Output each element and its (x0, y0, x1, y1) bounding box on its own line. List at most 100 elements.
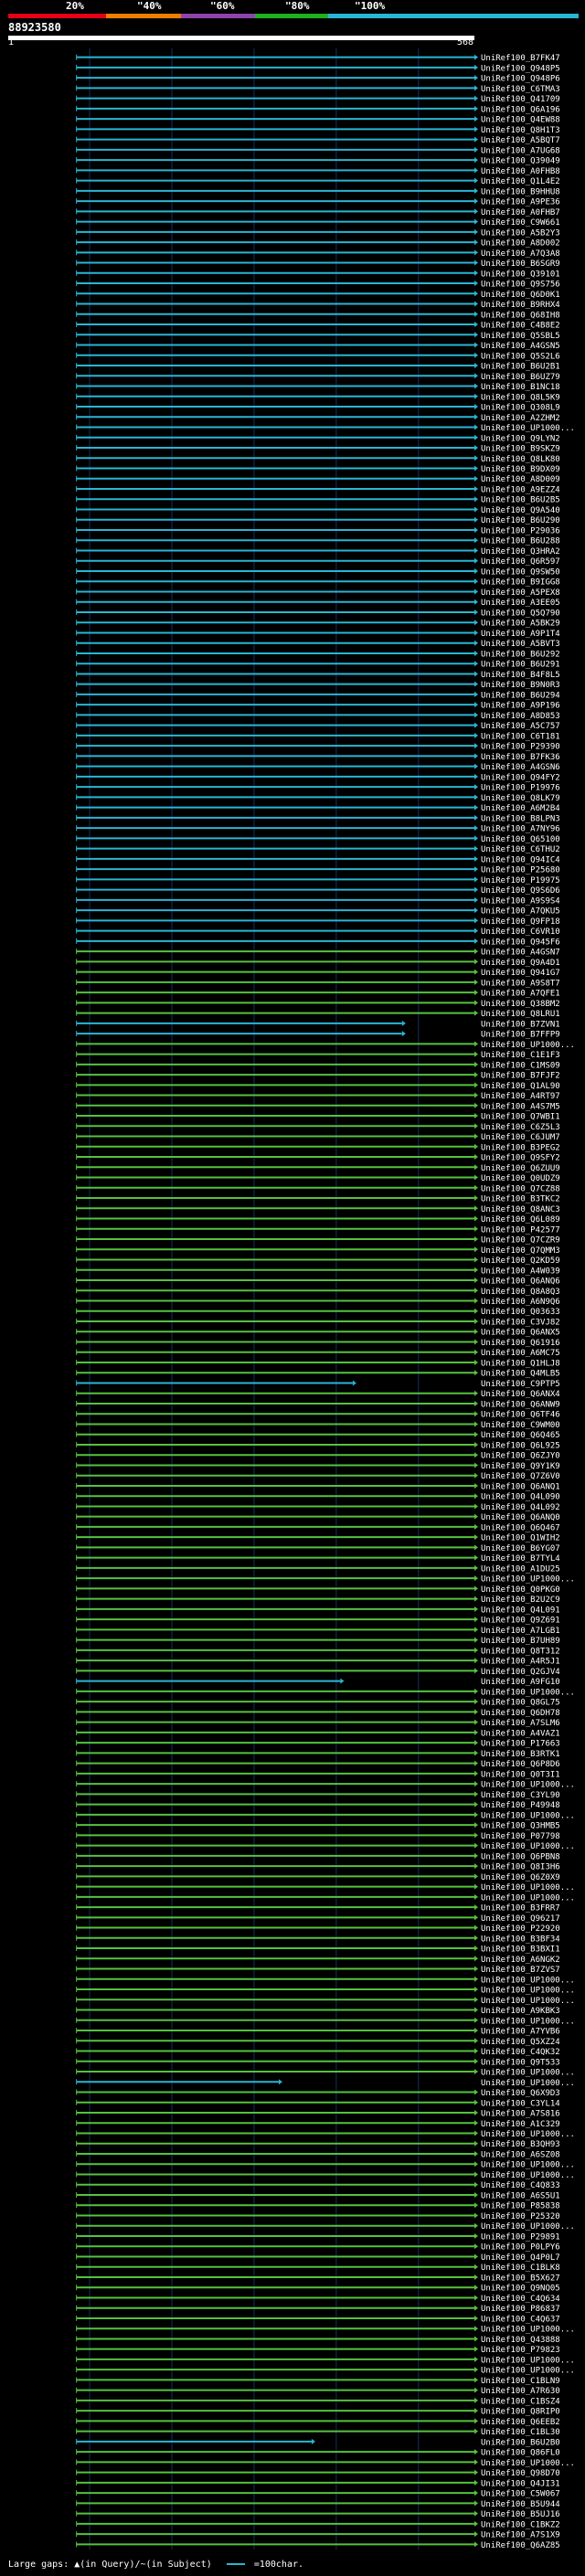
hit-row: UniRef100_P25680 (76, 866, 560, 875)
hit-label: UniRef100_Q6ANW9 (481, 1400, 560, 1409)
hit-label: UniRef100_Q8GL75 (481, 1699, 560, 1708)
hit-end-arrow (474, 1606, 478, 1612)
hit-label: UniRef100_Q3HRA2 (481, 547, 560, 557)
hit-label: UniRef100_B6U291 (481, 661, 560, 670)
hit-row: UniRef100_Q41709 (76, 95, 560, 104)
hit-row: UniRef100_A4RT97 (76, 1092, 560, 1101)
hit-label: UniRef100_Q6PBN8 (481, 1852, 560, 1861)
hit-end-arrow (474, 2295, 478, 2301)
hit-row: UniRef100_Q945F6 (76, 938, 560, 947)
hit-end-arrow (474, 1400, 478, 1406)
hit-end-arrow (474, 2069, 478, 2075)
hit-label: UniRef100_A9KBK3 (481, 2007, 560, 2016)
hit-label: UniRef100_B3BXI1 (481, 1945, 560, 1955)
scale-end-label: 568 (457, 37, 474, 48)
hit-end-arrow (474, 640, 478, 646)
hit-row: UniRef100_B6U2B0 (76, 2438, 560, 2447)
hit-end-arrow (474, 1585, 478, 1592)
hit-end-arrow (474, 2181, 478, 2188)
hit-end-arrow (474, 496, 478, 503)
hit-label: UniRef100_B7TYL4 (481, 1554, 560, 1564)
hit-row: UniRef100_Q6DH78 (76, 1709, 560, 1718)
hit-row: UniRef100_A9FG10 (76, 1678, 560, 1687)
hit-end-arrow (474, 2500, 478, 2507)
hit-row: UniRef100_B3PEG2 (76, 1143, 560, 1152)
hit-end-arrow (474, 1267, 478, 1273)
hit-label: UniRef100_UP1000... (481, 2222, 575, 2231)
hit-end-arrow (474, 753, 478, 759)
hit-label: UniRef100_Q5Q790 (481, 609, 560, 618)
hit-row: UniRef100_P49948 (76, 1801, 560, 1810)
hit-end-arrow (474, 1277, 478, 1284)
hit-end-arrow (474, 732, 478, 738)
hit-row: UniRef100_P19976 (76, 784, 560, 793)
hit-row: UniRef100_UP1000... (76, 424, 575, 433)
hit-label: UniRef100_Q6Z0X9 (481, 1873, 560, 1882)
hit-end-arrow (474, 763, 478, 769)
identity-band-purple (181, 14, 255, 18)
hit-row: UniRef100_Q9LYN2 (76, 434, 560, 443)
hit-label: UniRef100_Q1L4E2 (481, 177, 560, 186)
hit-label: UniRef100_Q9Y1K9 (481, 1462, 560, 1471)
hit-row: UniRef100_Q3HRA2 (76, 547, 560, 557)
hit-end-arrow (474, 2048, 478, 2054)
hit-end-arrow (474, 1770, 478, 1776)
hit-label: UniRef100_A4GSN6 (481, 763, 560, 772)
hit-end-arrow (474, 1709, 478, 1715)
hit-label: UniRef100_UP1000... (481, 2326, 575, 2335)
hit-label: UniRef100_B2U2C9 (481, 1595, 560, 1605)
hit-label: UniRef100_P07798 (481, 1832, 560, 1841)
hit-end-arrow (474, 434, 478, 440)
hit-row: UniRef100_C1BKZ2 (76, 2520, 560, 2529)
hit-row: UniRef100_A4VAZ1 (76, 1729, 560, 1738)
hit-end-arrow (474, 1154, 478, 1161)
hit-end-arrow (474, 702, 478, 708)
hit-row: UniRef100_A6MC75 (76, 1349, 560, 1358)
hit-end-arrow (474, 475, 478, 482)
hit-row: UniRef100_A6SZ08 (76, 2150, 560, 2159)
hit-row: UniRef100_A7S1X9 (76, 2531, 560, 2540)
hit-end-arrow (474, 1246, 478, 1253)
hit-label: UniRef100_A8D009 (481, 475, 560, 484)
hit-end-arrow (474, 2531, 478, 2538)
hit-row: UniRef100_A4GSN5 (76, 342, 560, 351)
hit-label: UniRef100_Q8H1T3 (481, 126, 560, 135)
hit-label: UniRef100_B3FRR7 (481, 1904, 560, 1913)
hit-end-arrow (474, 661, 478, 667)
hit-label: UniRef100_Q4MLB5 (481, 1370, 560, 1379)
hit-end-arrow (474, 208, 478, 215)
hit-end-arrow (474, 1452, 478, 1458)
hit-row: UniRef100_B9DX09 (76, 465, 560, 474)
hit-label: UniRef100_A4R5J1 (481, 1658, 560, 1667)
hit-label: UniRef100_Q0T3I1 (481, 1770, 560, 1779)
hit-end-arrow (474, 845, 478, 852)
hit-end-arrow (474, 567, 478, 574)
hit-label: UniRef100_UP1000... (481, 1997, 575, 2006)
hit-label: UniRef100_A7NY96 (481, 825, 560, 834)
hit-row: UniRef100_Q68IH8 (76, 311, 560, 320)
hit-row: UniRef100_A7S816 (76, 2110, 560, 2119)
hit-label: UniRef100_A6MC75 (481, 1349, 560, 1358)
hit-label: UniRef100_Q94FY2 (481, 773, 560, 782)
hit-row: UniRef100_A5BK29 (76, 620, 560, 629)
hit-label: UniRef100_P42577 (481, 1225, 560, 1235)
hit-label: UniRef100_A4GSN5 (481, 342, 560, 351)
hit-end-arrow (474, 722, 478, 728)
hit-label: UniRef100_Q7Z6V0 (481, 1472, 560, 1481)
identity-label-80: "80% (285, 0, 310, 12)
hit-label: UniRef100_C6T181 (481, 732, 560, 741)
hit-end-arrow (474, 866, 478, 873)
hit-row: UniRef100_Q61916 (76, 1339, 560, 1348)
hit-row: UniRef100_Q6Q467 (76, 1523, 560, 1532)
hit-row: UniRef100_Q6L089 (76, 1215, 560, 1224)
hit-row: UniRef100_Q6ANW9 (76, 1400, 560, 1409)
hit-row: UniRef100_Q7QMM3 (76, 1246, 560, 1256)
hit-row: UniRef100_P22920 (76, 1924, 560, 1934)
hit-end-arrow (474, 1997, 478, 2003)
hit-label: UniRef100_C6Z5L3 (481, 1123, 560, 1132)
hit-end-arrow (474, 1390, 478, 1396)
hit-row: UniRef100_P86837 (76, 2305, 560, 2314)
hit-row: UniRef100_B6U2B5 (76, 496, 560, 505)
hit-end-arrow (474, 383, 478, 389)
hit-label: UniRef100_A4RT97 (481, 1092, 560, 1101)
